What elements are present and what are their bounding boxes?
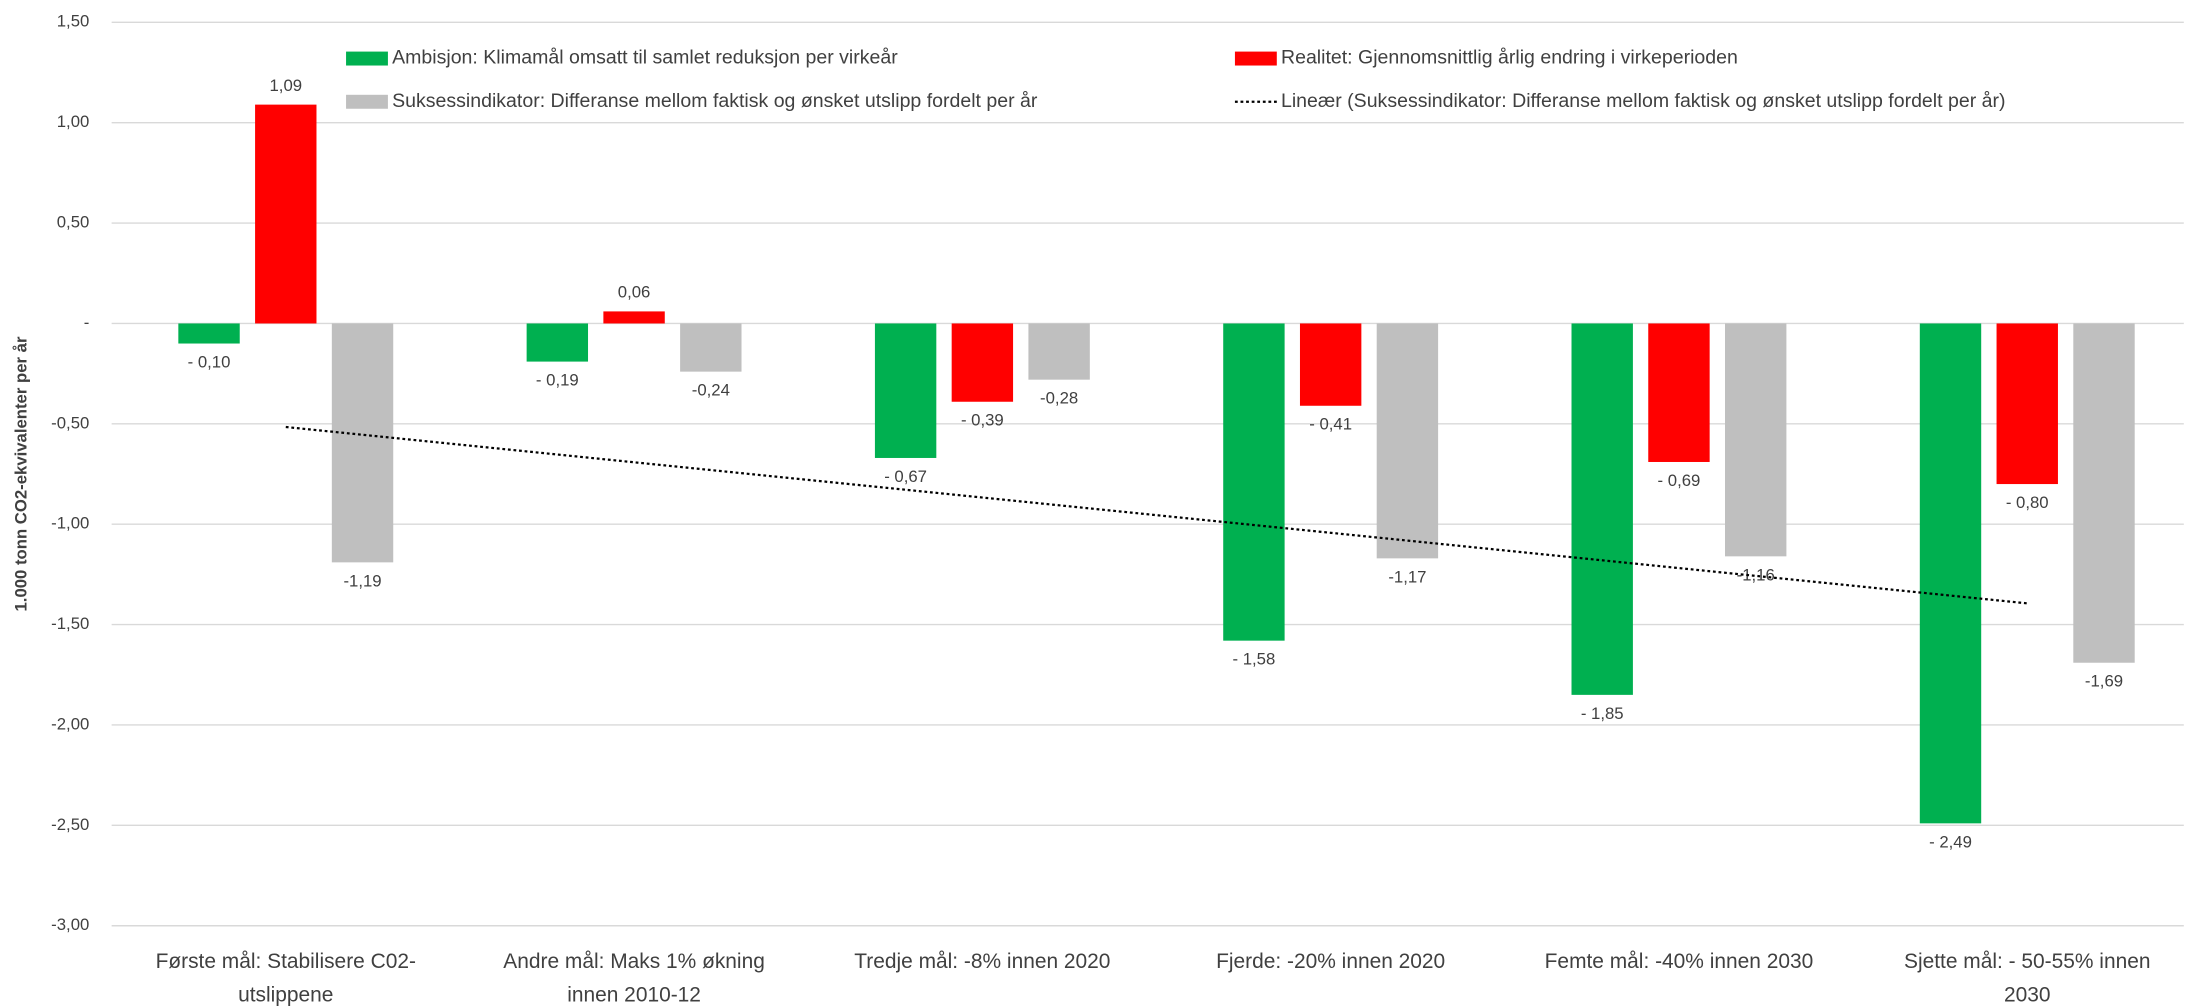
bar	[951, 323, 1014, 402]
bar	[1996, 323, 2058, 485]
data-label: -0,28	[1040, 389, 1078, 408]
data-label: 0,06	[618, 283, 651, 302]
y-tick-label: 1,00	[57, 112, 90, 131]
bar	[1028, 323, 1090, 380]
bar	[1299, 323, 1362, 406]
y-tick-label: -2,50	[51, 815, 89, 834]
data-label: -0,24	[692, 381, 730, 400]
bar	[1571, 323, 1633, 695]
bar	[680, 323, 742, 372]
bar	[1648, 323, 1710, 462]
data-label: -1,69	[2085, 672, 2123, 691]
bar	[255, 104, 317, 324]
bar	[1376, 323, 1439, 559]
legend-label: Suksessindikator: Differanse mellom fakt…	[392, 90, 1038, 112]
data-label: - 0,10	[188, 352, 231, 371]
data-label: -1,19	[343, 571, 381, 590]
trendline	[285, 425, 2028, 605]
legend-swatch	[346, 94, 388, 109]
x-tick-label: Tredje mål: -8% innen 2020	[854, 950, 1110, 973]
y-tick-label: -1,50	[51, 614, 89, 633]
bar	[1223, 323, 1285, 641]
bar	[874, 323, 937, 458]
legend-label: Ambisjon: Klimamål omsatt til samlet red…	[392, 47, 898, 69]
x-tick-label: Sjette mål: - 50-55% innen 2030	[1904, 950, 2150, 1006]
legend-swatch	[1234, 51, 1277, 66]
data-label: 1,09	[269, 76, 302, 95]
y-tick-label: -2,00	[51, 714, 89, 733]
data-label: - 0,67	[884, 467, 927, 486]
data-label: - 0,80	[2006, 493, 2049, 512]
data-label: - 1,85	[1581, 704, 1624, 723]
legend-label: Realitet: Gjennomsnittlig årlig endring …	[1281, 47, 1738, 69]
data-label: - 0,69	[1658, 471, 1701, 490]
data-label: - 0,39	[961, 411, 1004, 430]
y-tick-label: 0,50	[57, 212, 90, 231]
data-label: - 0,41	[1309, 415, 1352, 434]
bar	[2073, 323, 2135, 663]
data-label: - 1,58	[1233, 650, 1276, 669]
data-label: -1,17	[1388, 567, 1426, 586]
y-tick-label: 1,50	[57, 12, 90, 31]
y-tick-label: -	[84, 313, 90, 332]
y-tick-label: -0,50	[51, 413, 89, 432]
y-tick-label: -3,00	[51, 915, 89, 934]
data-label: - 0,19	[536, 371, 579, 390]
data-label: - 2,49	[1929, 832, 1972, 851]
bar	[331, 323, 394, 563]
data-label: -1,16	[1737, 565, 1775, 584]
x-tick-label: Andre mål: Maks 1% økning innen 2010-12	[503, 950, 765, 1006]
legend-label: Lineær (Suksessindikator: Differanse mel…	[1281, 90, 2006, 112]
bar	[178, 323, 240, 344]
x-tick-label: Femte mål: -40% innen 2030	[1545, 950, 1814, 973]
bar	[526, 323, 589, 362]
bar	[1919, 323, 1982, 824]
x-tick-label: Første mål: Stabilisere C02-utslippene	[156, 950, 416, 1006]
legend-swatch	[346, 51, 388, 66]
y-axis-label: 1.000 tonn CO2-ekvivalenter per år	[12, 336, 31, 611]
y-tick-label: -1,00	[51, 514, 89, 533]
x-tick-label: Fjerde: -20% innen 2020	[1216, 950, 1445, 973]
bar	[603, 311, 665, 324]
bar	[1725, 323, 1787, 557]
